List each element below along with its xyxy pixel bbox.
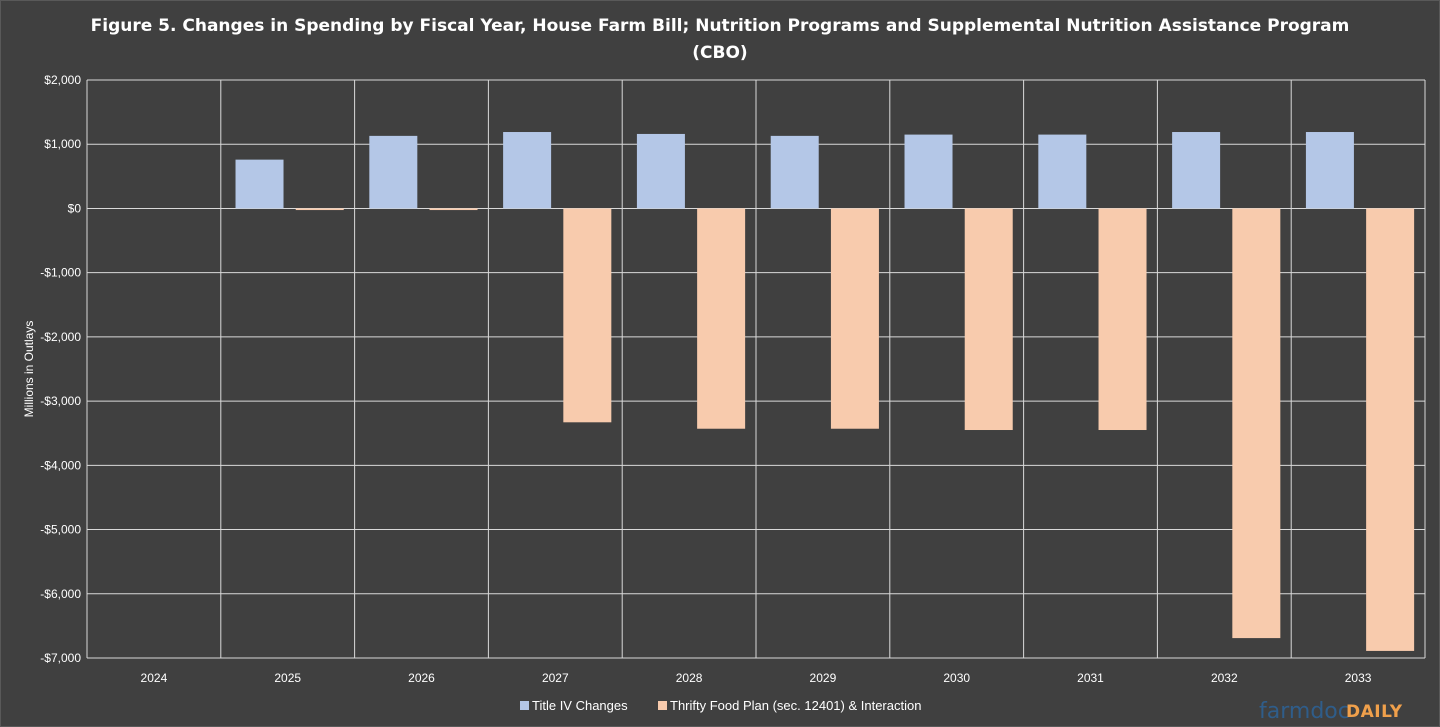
bar [503, 132, 552, 209]
y-tick-label: -$4,000 [40, 458, 81, 472]
y-tick-label: -$1,000 [40, 266, 81, 280]
legend-label: Thrifty Food Plan (sec. 12401) & Interac… [670, 698, 921, 713]
x-tick-label: 2025 [274, 671, 301, 685]
bar [563, 208, 612, 423]
bar [1172, 132, 1221, 209]
bar [1038, 134, 1087, 209]
x-tick-label: 2027 [542, 671, 569, 685]
y-axis-label: Millions in Outlays [22, 321, 36, 418]
watermark-part2: DAILY [1346, 702, 1403, 722]
farmdoc-daily-logo: farmdoc DAILY [1259, 699, 1403, 724]
y-tick-label: -$7,000 [40, 651, 81, 665]
bar [369, 135, 418, 209]
y-tick-label: -$6,000 [40, 587, 81, 601]
legend-swatch [658, 701, 667, 710]
plot-area: $2,000 $1,000 $0 -$1,000 -$2,000 -$3,000 -$4,0… [40, 73, 1426, 685]
chart-title-line2: (CBO) [692, 43, 747, 63]
bar [1232, 208, 1281, 639]
bar [830, 208, 879, 429]
chart-title: Figure 5. Changes in Spending by Fiscal … [91, 16, 1350, 36]
y-tick-label: -$5,000 [40, 523, 81, 537]
y-tick-label: $0 [68, 201, 82, 215]
bar [964, 208, 1013, 431]
x-tick-label: 2032 [1211, 671, 1238, 685]
x-tick-label: 2028 [676, 671, 703, 685]
bar [1098, 208, 1147, 431]
bar [1366, 208, 1415, 651]
bar [636, 133, 685, 209]
x-tick-label: 2033 [1345, 671, 1372, 685]
bar [429, 208, 478, 211]
x-tick-label: 2024 [141, 671, 168, 685]
x-tick-label: 2029 [810, 671, 837, 685]
bar [1305, 132, 1354, 209]
y-tick-label: -$2,000 [40, 330, 81, 344]
bar [295, 208, 344, 211]
bar [697, 208, 746, 429]
x-tick-label: 2031 [1077, 671, 1104, 685]
bar [770, 135, 819, 209]
bar [904, 134, 953, 209]
watermark-part1: farmdoc [1259, 699, 1350, 724]
bar [235, 159, 284, 209]
y-tick-label: $2,000 [44, 73, 81, 87]
legend-label: Title IV Changes [532, 698, 628, 713]
x-tick-label: 2026 [408, 671, 435, 685]
y-tick-label: $1,000 [44, 137, 81, 151]
x-tick-label: 2030 [943, 671, 970, 685]
legend: Title IV Changes Thrifty Food Plan (sec. … [520, 698, 921, 713]
legend-swatch [520, 701, 529, 710]
y-tick-label: -$3,000 [40, 394, 81, 408]
